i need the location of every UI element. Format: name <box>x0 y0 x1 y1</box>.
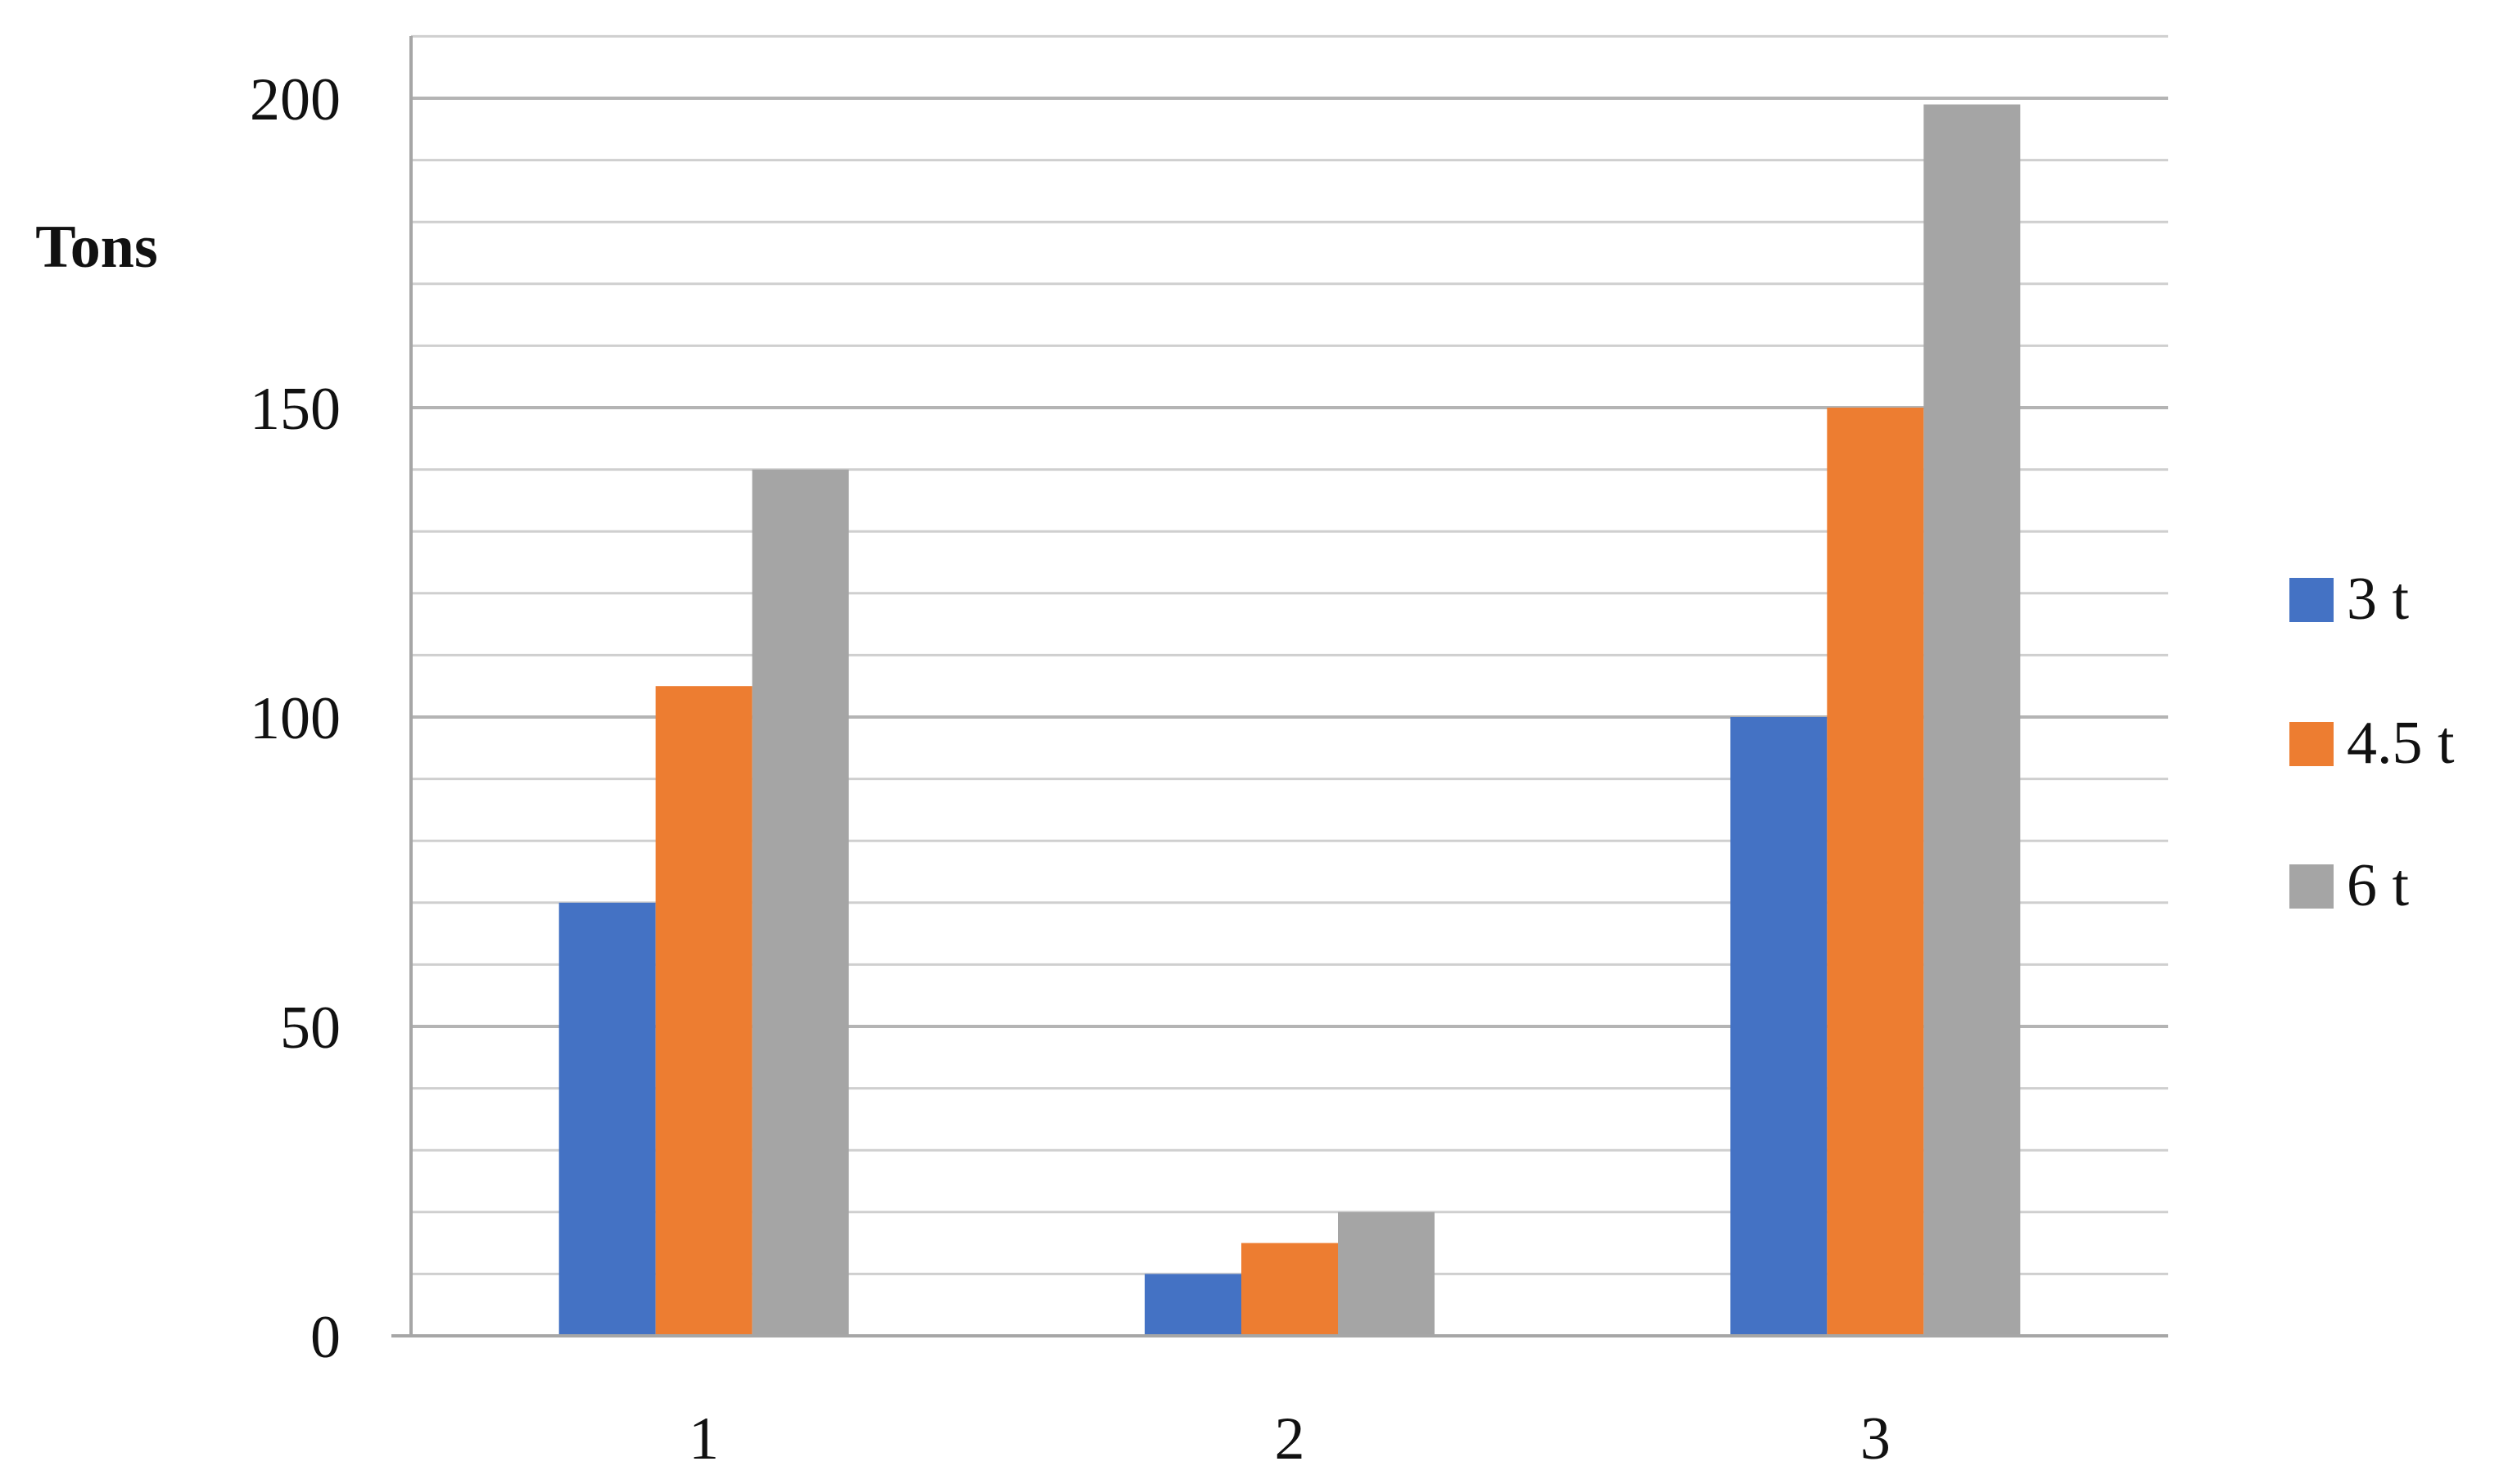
bar-3t-cat-2 <box>1145 1274 1241 1336</box>
bars <box>558 104 2021 1336</box>
bar-6t-cat-3 <box>1923 104 2021 1336</box>
bar-4.5t-cat-3 <box>1827 408 1924 1336</box>
x-tick-labels: 1 2 3 <box>689 1405 1891 1473</box>
axes <box>391 36 2168 1337</box>
x-tick-label: 2 <box>1275 1405 1305 1473</box>
legend-label: 4.5 t <box>2347 710 2455 777</box>
legend-swatch <box>2289 864 2334 909</box>
bar-4.5t-cat-1 <box>655 686 752 1336</box>
bar-6t-cat-2 <box>1338 1211 1435 1336</box>
bar-4.5t-cat-2 <box>1241 1243 1338 1336</box>
y-tick-label: 100 <box>250 685 341 752</box>
legend-label: 3 t <box>2347 566 2410 633</box>
y-tick-label: 150 <box>250 376 341 443</box>
x-tick-label: 3 <box>1860 1405 1891 1473</box>
bar-3t-cat-3 <box>1730 717 1828 1336</box>
x-tick-label: 1 <box>689 1405 719 1473</box>
legend-swatch <box>2289 578 2334 622</box>
y-tick-label: 0 <box>310 1304 341 1371</box>
legend-swatch <box>2289 722 2334 766</box>
legend-label: 6 t <box>2347 852 2410 919</box>
y-tick-labels: 0 50 100 150 200 <box>250 66 341 1371</box>
y-tick-label: 200 <box>250 66 341 133</box>
bar-6t-cat-1 <box>752 469 849 1336</box>
y-tick-label: 50 <box>280 995 341 1062</box>
legend: 3 t 4.5 t 6 t <box>2289 566 2455 919</box>
bar-3t-cat-1 <box>558 902 656 1336</box>
y-axis-label: Tons <box>35 214 158 281</box>
